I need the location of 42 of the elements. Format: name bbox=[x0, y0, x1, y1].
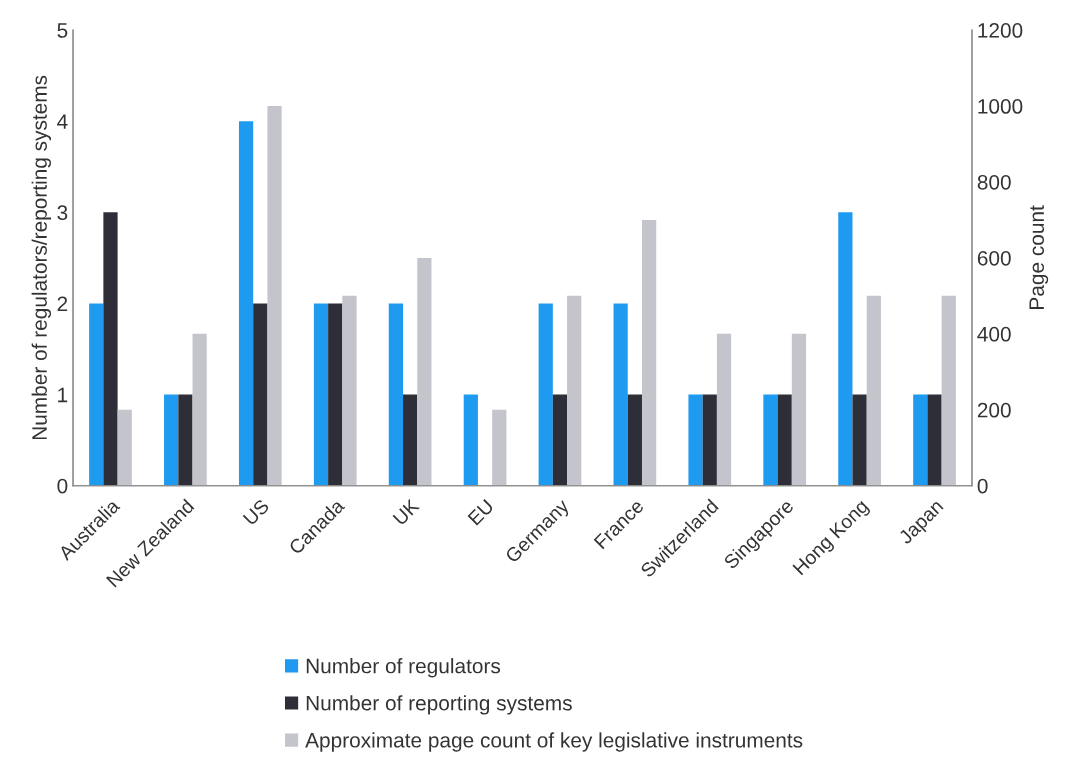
y2-tick-label: 800 bbox=[977, 174, 1011, 190]
y2-tick-label: 1000 bbox=[978, 99, 1023, 114]
x-tick-label: US bbox=[242, 498, 270, 526]
bar bbox=[763, 394, 778, 486]
y2-tick-label: 1200 bbox=[978, 23, 1023, 38]
bar bbox=[238, 121, 254, 486]
bar bbox=[417, 257, 432, 486]
bar bbox=[941, 295, 956, 486]
bar bbox=[913, 394, 928, 486]
x-tick-label: EU bbox=[467, 499, 495, 526]
y2-axis-title: Page count bbox=[1029, 205, 1049, 309]
bar bbox=[641, 219, 657, 486]
y2-tick-label: 600 bbox=[977, 250, 1011, 266]
y2-tick-label: 200 bbox=[977, 402, 1011, 418]
bar bbox=[103, 212, 118, 486]
y2-tick-label: 400 bbox=[977, 326, 1011, 342]
y-tick-label: 3 bbox=[57, 205, 68, 221]
y-tick-label: 2 bbox=[57, 296, 68, 312]
bar bbox=[89, 303, 104, 486]
bar bbox=[164, 394, 179, 486]
bar bbox=[538, 303, 553, 486]
y-tick-label: 1 bbox=[58, 387, 68, 403]
bar bbox=[613, 303, 628, 486]
y2-tick-label: 0 bbox=[977, 478, 988, 494]
x-tick-label: UK bbox=[392, 498, 421, 526]
bar bbox=[313, 303, 329, 486]
legend-label: Number of reporting systems bbox=[306, 695, 572, 715]
bar bbox=[463, 394, 478, 486]
bar bbox=[492, 409, 507, 486]
bar bbox=[388, 303, 404, 486]
bar bbox=[838, 212, 853, 486]
legend-label: Number of regulators bbox=[306, 658, 501, 678]
bar bbox=[567, 295, 582, 486]
y-tick-label: 5 bbox=[57, 23, 68, 38]
y-axis-title: Number of regulators/reporting systems bbox=[31, 75, 52, 440]
bar bbox=[866, 295, 881, 486]
y-tick-label: 4 bbox=[57, 114, 68, 129]
y-tick-label: 0 bbox=[57, 478, 68, 494]
bar bbox=[117, 409, 132, 486]
bar bbox=[688, 394, 703, 486]
legend-label: Approximate page count of key legislative instruments bbox=[305, 732, 803, 752]
bar bbox=[267, 106, 282, 486]
